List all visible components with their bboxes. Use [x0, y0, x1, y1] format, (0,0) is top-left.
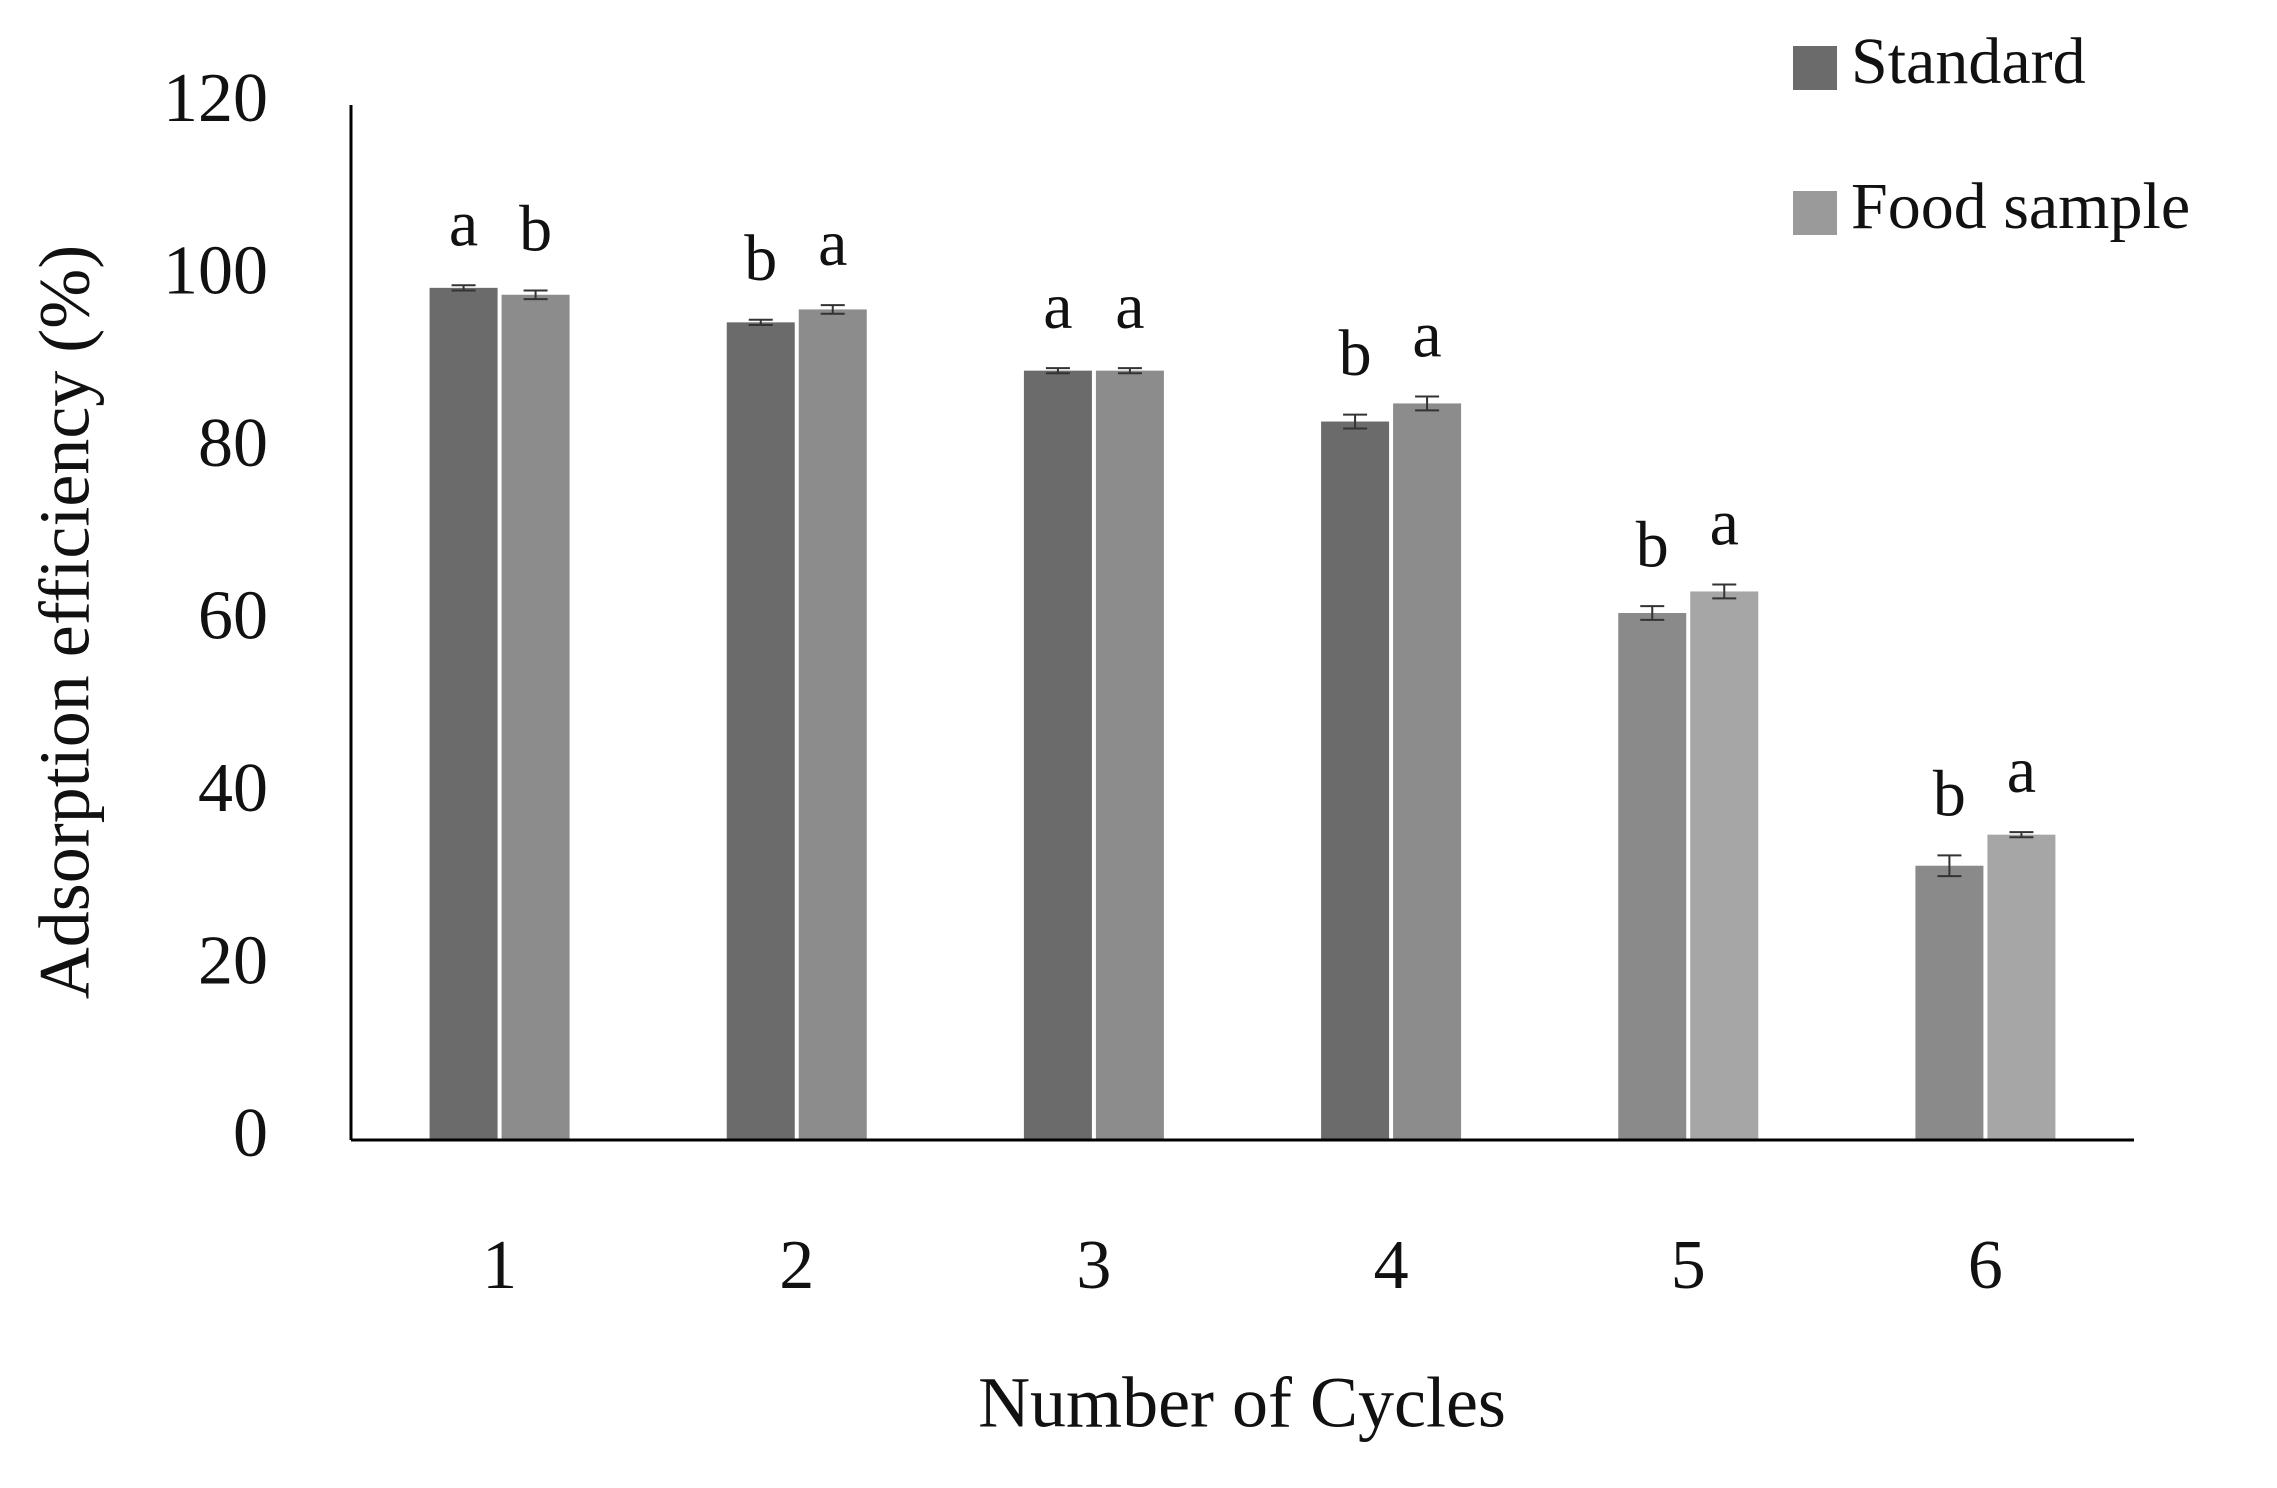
- y-tick-label: 0: [233, 1095, 268, 1172]
- x-tick-label: 5: [1671, 1227, 1706, 1304]
- significance-letter: a: [1115, 270, 1144, 343]
- error-bar: [1045, 367, 1070, 375]
- significance-letter: a: [2007, 734, 2036, 807]
- bar: [726, 322, 795, 1141]
- x-axis-title: Number of Cycles: [978, 1363, 1506, 1443]
- x-tick-label: 1: [482, 1227, 517, 1304]
- x-tick-label: 2: [779, 1227, 814, 1304]
- error-bar: [523, 289, 548, 301]
- x-tick-label: 4: [1374, 1227, 1409, 1304]
- error-bar: [1937, 854, 1962, 878]
- y-tick-label: 120: [163, 60, 268, 137]
- error-bar: [1640, 605, 1665, 621]
- bar: [1023, 370, 1092, 1140]
- bar: [1618, 613, 1687, 1140]
- bar: [1987, 834, 2056, 1140]
- legend-label: Standard: [1851, 25, 2086, 98]
- error-bar: [820, 304, 845, 315]
- significance-letter: b: [1339, 317, 1372, 390]
- significance-letter: a: [1043, 270, 1072, 343]
- y-tick-label: 60: [198, 578, 268, 655]
- significance-letter: b: [1933, 758, 1966, 831]
- significance-letter: a: [1710, 487, 1739, 560]
- error-bar: [1415, 395, 1440, 412]
- error-bar: [451, 284, 476, 292]
- y-axis-title: Adsorption efficiency (%): [25, 245, 105, 999]
- significance-letter: a: [1412, 299, 1441, 372]
- significance-letter: a: [449, 187, 478, 260]
- error-bar: [1117, 367, 1142, 375]
- significance-letter: b: [744, 222, 777, 295]
- error-bar: [2009, 831, 2034, 839]
- bar: [798, 309, 867, 1141]
- bar: [1321, 421, 1390, 1141]
- significance-letter: b: [519, 193, 552, 266]
- significance-letter: b: [1636, 508, 1669, 581]
- x-tick-label: 6: [1968, 1227, 2003, 1304]
- legend-swatch: [1793, 191, 1837, 235]
- y-tick-label: 20: [198, 923, 268, 1000]
- bar: [1915, 865, 1984, 1140]
- bar: [501, 294, 570, 1140]
- error-bar: [1712, 583, 1737, 600]
- significance-letter: a: [818, 207, 847, 280]
- legend-swatch: [1793, 46, 1837, 90]
- y-tick-label: 40: [198, 750, 268, 827]
- y-tick-label: 100: [163, 233, 268, 310]
- bar: [1690, 591, 1759, 1140]
- bar: [1393, 403, 1462, 1140]
- error-bar: [748, 318, 773, 326]
- bar: [429, 287, 498, 1141]
- x-tick-label: 3: [1076, 1227, 1111, 1304]
- legend-label: Food sample: [1851, 170, 2190, 243]
- error-bar: [1343, 413, 1368, 430]
- bar: [1095, 370, 1164, 1140]
- y-tick-label: 80: [198, 405, 268, 482]
